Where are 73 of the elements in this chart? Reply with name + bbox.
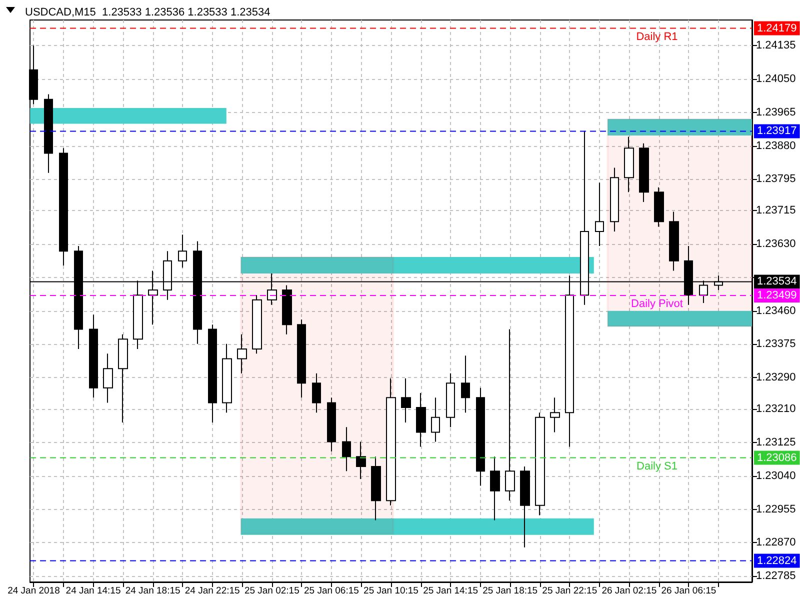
candlestick xyxy=(59,148,68,266)
candlestick xyxy=(312,372,321,414)
text: 1.23534 xyxy=(757,276,797,288)
ref-line-label: Daily R1 xyxy=(636,30,678,43)
candlestick xyxy=(178,234,187,268)
y-tick-label: 1.22785 xyxy=(756,570,796,582)
x-tick-label: 25 Jan 02:15 xyxy=(244,586,300,596)
text: 1.23499 xyxy=(757,290,797,302)
candlestick xyxy=(550,397,560,433)
candlestick xyxy=(371,456,381,521)
text: 1.22824 xyxy=(757,554,797,567)
ref-line-label: Daily Pivot xyxy=(631,298,683,310)
candlestick xyxy=(595,182,604,246)
candlestick xyxy=(461,355,470,414)
candlestick xyxy=(282,284,292,335)
candlestick xyxy=(490,456,500,521)
chart-title: USDCAD,M15 1.23533 1.23536 1.23533 1.23534 xyxy=(25,6,270,18)
candlestick xyxy=(446,372,455,428)
candlestick xyxy=(356,441,366,480)
candlestick xyxy=(237,334,247,374)
candlestick xyxy=(639,142,649,202)
candlestick xyxy=(476,387,485,486)
candlestick xyxy=(669,211,679,272)
candlestick xyxy=(103,353,113,404)
ref-line-label: Daily S1 xyxy=(636,460,678,472)
x-tick-label: 24 Jan 14:15 xyxy=(66,586,121,596)
text: 1.23917 xyxy=(757,125,797,138)
candlestick xyxy=(416,392,426,448)
y-tick-label: 1.23715 xyxy=(756,204,796,217)
text: 1.23086 xyxy=(757,452,797,464)
candlestick xyxy=(431,397,440,442)
x-tick-label: 26 Jan 06:15 xyxy=(661,586,716,596)
y-tick-label: 1.23880 xyxy=(756,140,796,152)
x-tick-label: 25 Jan 14:15 xyxy=(423,586,478,596)
x-tick-label: 26 Jan 02:15 xyxy=(602,586,657,596)
y-tick-label: 1.22870 xyxy=(756,536,796,549)
candlestick xyxy=(222,343,232,414)
candlestick xyxy=(89,314,98,398)
candlestick xyxy=(401,378,411,423)
y-tick-label: 1.23375 xyxy=(756,338,796,350)
candlestick xyxy=(208,324,217,423)
x-tick-label: 24 Jan 22:15 xyxy=(184,586,240,596)
x-tick-label: 25 Jan 10:15 xyxy=(364,586,418,596)
candlestick xyxy=(327,397,336,452)
candlestick xyxy=(535,412,545,516)
y-tick-label: 1.23630 xyxy=(756,238,796,250)
candlestick xyxy=(252,294,262,354)
y-tick-label: 1.23040 xyxy=(756,470,796,482)
x-tick-label: 24 Jan 18:15 xyxy=(125,586,180,596)
candlestick xyxy=(342,426,351,472)
candlestick xyxy=(624,136,634,193)
candlestick xyxy=(386,378,396,506)
candlestick xyxy=(654,186,664,228)
candlestick xyxy=(520,466,530,548)
x-tick-label: 25 Jan 22:15 xyxy=(542,586,598,596)
y-tick-label: 1.23290 xyxy=(756,372,796,384)
y-tick-label: 1.23965 xyxy=(756,106,796,118)
y-tick-label: 1.23460 xyxy=(756,304,796,317)
candlestick xyxy=(118,334,128,423)
x-tick-label: 25 Jan 18:15 xyxy=(482,586,538,596)
candlestick xyxy=(505,328,515,502)
y-tick-label: 1.23125 xyxy=(756,436,796,448)
text: 1.24179 xyxy=(757,22,797,34)
y-tick-label: 1.22955 xyxy=(756,503,796,516)
y-tick-label: 1.24050 xyxy=(756,72,796,85)
x-tick-label: 25 Jan 06:15 xyxy=(304,586,359,596)
candlestick xyxy=(297,318,306,398)
candlestick xyxy=(610,167,619,232)
y-tick-label: 1.23210 xyxy=(756,403,796,416)
y-tick-label: 1.24135 xyxy=(756,40,796,52)
candlestick xyxy=(44,94,53,174)
x-tick-label: 24 Jan 2018 xyxy=(8,586,60,596)
y-tick-label: 1.23795 xyxy=(756,173,796,186)
